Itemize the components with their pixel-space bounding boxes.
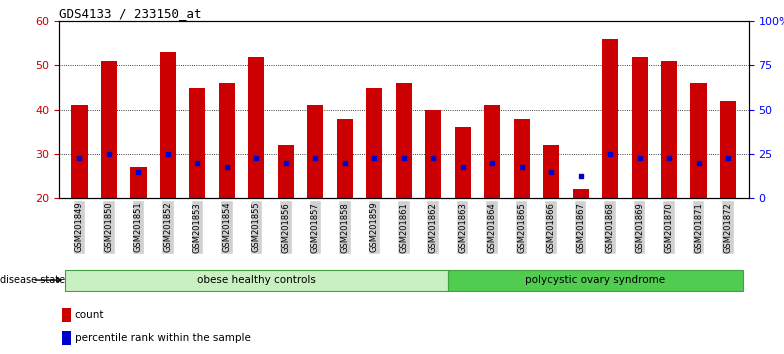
- Point: [368, 156, 380, 161]
- Text: GSM201853: GSM201853: [193, 202, 201, 253]
- Bar: [160, 52, 176, 198]
- Text: GSM201864: GSM201864: [488, 202, 497, 253]
- Bar: [720, 101, 736, 198]
- Text: GSM201861: GSM201861: [399, 202, 408, 253]
- Text: GSM201871: GSM201871: [694, 202, 703, 253]
- Text: GSM201872: GSM201872: [724, 202, 732, 253]
- Point: [73, 156, 85, 161]
- Bar: [661, 61, 677, 198]
- Bar: [249, 57, 264, 198]
- Bar: [71, 105, 88, 198]
- Bar: [543, 145, 559, 198]
- Bar: [189, 88, 205, 198]
- Text: GSM201867: GSM201867: [576, 202, 585, 253]
- Text: percentile rank within the sample: percentile rank within the sample: [74, 332, 251, 343]
- Point: [103, 151, 115, 157]
- Text: GSM201863: GSM201863: [458, 202, 467, 253]
- Point: [339, 160, 351, 166]
- Bar: [130, 167, 147, 198]
- Bar: [455, 127, 471, 198]
- Bar: [62, 308, 71, 322]
- Bar: [62, 331, 71, 344]
- Bar: [336, 119, 353, 198]
- Bar: [514, 119, 530, 198]
- Bar: [219, 83, 235, 198]
- Point: [515, 164, 528, 170]
- Point: [427, 156, 440, 161]
- Text: GSM201862: GSM201862: [429, 202, 437, 253]
- Bar: [366, 88, 383, 198]
- Point: [692, 160, 705, 166]
- Point: [486, 160, 499, 166]
- Text: count: count: [74, 310, 104, 320]
- Bar: [278, 145, 294, 198]
- Text: GSM201849: GSM201849: [75, 202, 84, 252]
- Point: [545, 169, 557, 175]
- Text: GSM201854: GSM201854: [223, 202, 231, 252]
- Text: GSM201850: GSM201850: [104, 202, 114, 252]
- Text: GSM201866: GSM201866: [546, 202, 556, 253]
- Text: disease state: disease state: [0, 275, 65, 285]
- Point: [280, 160, 292, 166]
- Point: [397, 156, 410, 161]
- FancyBboxPatch shape: [65, 270, 448, 291]
- Point: [722, 156, 735, 161]
- Point: [456, 164, 469, 170]
- Point: [132, 169, 145, 175]
- Point: [633, 156, 646, 161]
- Text: GSM201855: GSM201855: [252, 202, 261, 252]
- Text: GSM201868: GSM201868: [606, 202, 615, 253]
- Bar: [425, 110, 441, 198]
- Bar: [572, 189, 589, 198]
- Text: GDS4133 / 233150_at: GDS4133 / 233150_at: [59, 7, 201, 20]
- Bar: [101, 61, 117, 198]
- Point: [575, 173, 587, 179]
- Text: GSM201858: GSM201858: [340, 202, 350, 253]
- Point: [220, 164, 233, 170]
- Bar: [307, 105, 324, 198]
- Text: GSM201851: GSM201851: [134, 202, 143, 252]
- Point: [250, 156, 263, 161]
- Text: GSM201856: GSM201856: [281, 202, 290, 253]
- Bar: [484, 105, 500, 198]
- Text: GSM201870: GSM201870: [665, 202, 673, 253]
- Bar: [691, 83, 706, 198]
- Text: obese healthy controls: obese healthy controls: [197, 275, 316, 285]
- FancyBboxPatch shape: [448, 270, 742, 291]
- Text: GSM201859: GSM201859: [370, 202, 379, 252]
- Text: GSM201852: GSM201852: [163, 202, 172, 252]
- Point: [662, 156, 675, 161]
- Text: GSM201865: GSM201865: [517, 202, 526, 253]
- Text: GSM201857: GSM201857: [310, 202, 320, 253]
- Bar: [396, 83, 412, 198]
- Bar: [602, 39, 619, 198]
- Point: [191, 160, 204, 166]
- Point: [309, 156, 321, 161]
- Bar: [632, 57, 648, 198]
- Point: [604, 151, 616, 157]
- Text: GSM201869: GSM201869: [635, 202, 644, 253]
- Point: [162, 151, 174, 157]
- Text: polycystic ovary syndrome: polycystic ovary syndrome: [525, 275, 666, 285]
